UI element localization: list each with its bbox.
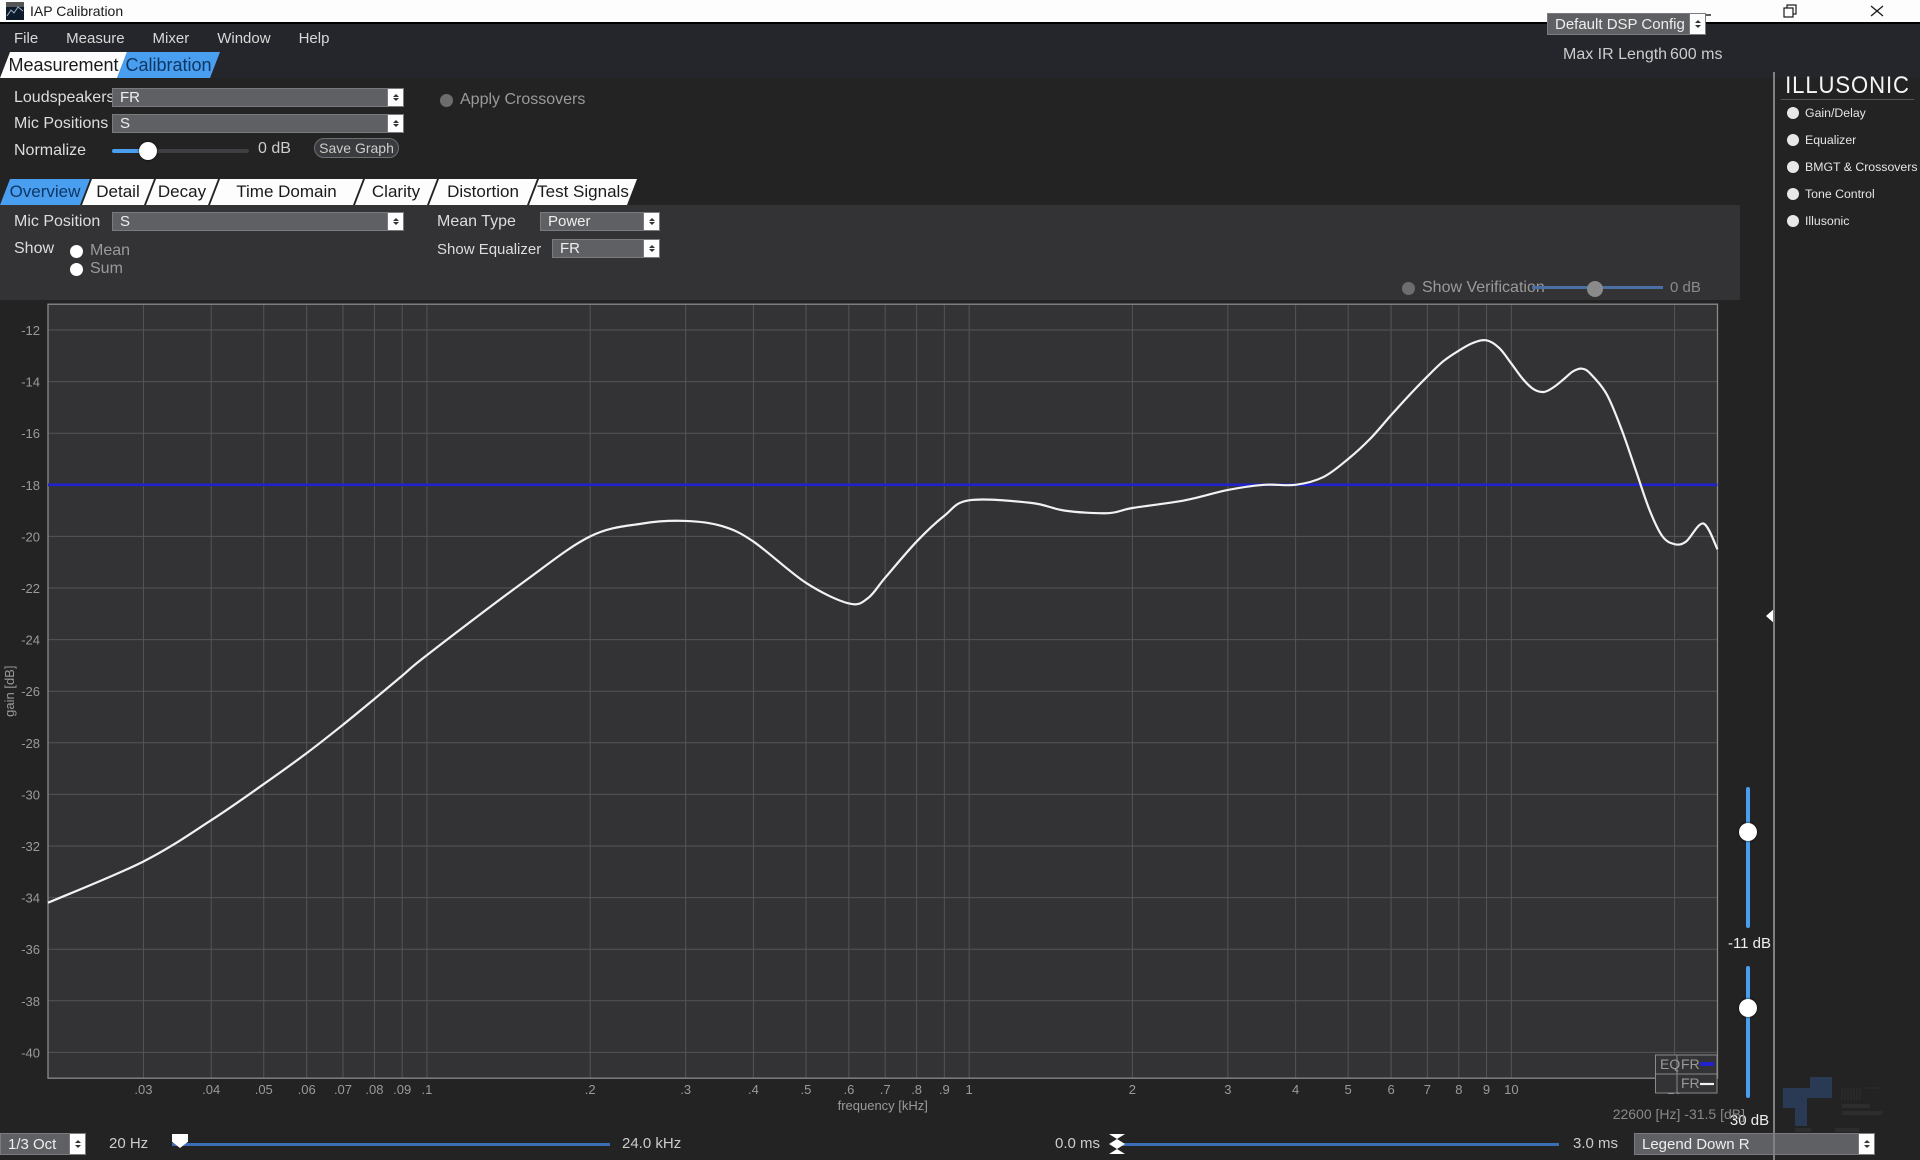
svg-text:.5: .5 [801, 1082, 812, 1097]
svg-text:.07: .07 [334, 1082, 352, 1097]
svg-text:5: 5 [1345, 1082, 1352, 1097]
svg-text:.08: .08 [365, 1082, 383, 1097]
svg-text:FR: FR [1681, 1075, 1700, 1091]
svg-text:.2: .2 [585, 1082, 596, 1097]
svg-text:6: 6 [1387, 1082, 1394, 1097]
svg-text:-18: -18 [21, 478, 40, 493]
svg-text:-16: -16 [21, 426, 40, 441]
svg-text:3: 3 [1224, 1082, 1231, 1097]
svg-text:frequency [kHz]: frequency [kHz] [838, 1098, 928, 1113]
svg-text:-34: -34 [21, 891, 40, 906]
svg-text:-38: -38 [21, 994, 40, 1009]
svg-text:-20: -20 [21, 529, 40, 544]
svg-text:-30: -30 [21, 787, 40, 802]
svg-text:.8: .8 [911, 1082, 922, 1097]
svg-text:7: 7 [1424, 1082, 1431, 1097]
svg-text:10: 10 [1504, 1082, 1518, 1097]
svg-text:8: 8 [1455, 1082, 1462, 1097]
svg-text:EQ: EQ [1660, 1056, 1680, 1072]
svg-text:-22: -22 [21, 581, 40, 596]
svg-text:-26: -26 [21, 684, 40, 699]
svg-text:gain [dB]: gain [dB] [2, 666, 17, 717]
svg-text:2: 2 [1129, 1082, 1136, 1097]
svg-text:.04: .04 [202, 1082, 220, 1097]
svg-text:.3: .3 [680, 1082, 691, 1097]
svg-text:4: 4 [1292, 1082, 1299, 1097]
svg-text:.9: .9 [939, 1082, 950, 1097]
svg-text:-24: -24 [21, 633, 40, 648]
svg-text:FR: FR [1681, 1056, 1700, 1072]
svg-text:-14: -14 [21, 375, 40, 390]
svg-text:-40: -40 [21, 1045, 40, 1060]
svg-text:.05: .05 [255, 1082, 273, 1097]
svg-text:.7: .7 [880, 1082, 891, 1097]
svg-text:-32: -32 [21, 839, 40, 854]
svg-text:.03: .03 [134, 1082, 152, 1097]
svg-text:.6: .6 [843, 1082, 854, 1097]
svg-text:.06: .06 [298, 1082, 316, 1097]
svg-text:-36: -36 [21, 942, 40, 957]
svg-text:.1: .1 [422, 1082, 433, 1097]
svg-text:.09: .09 [393, 1082, 411, 1097]
svg-text:-28: -28 [21, 736, 40, 751]
svg-text:1: 1 [966, 1082, 973, 1097]
svg-text:-12: -12 [21, 323, 40, 338]
svg-text:9: 9 [1483, 1082, 1490, 1097]
svg-text:.4: .4 [748, 1082, 759, 1097]
